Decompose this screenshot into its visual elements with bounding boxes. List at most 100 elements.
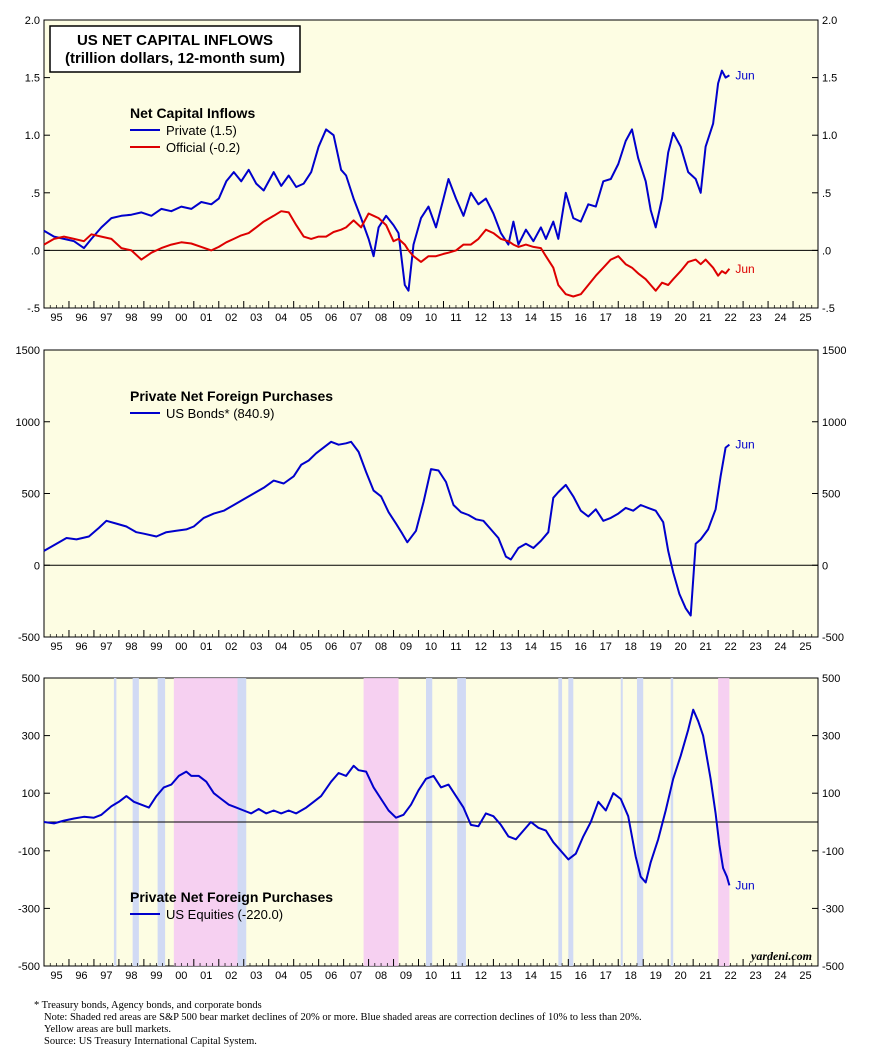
legend-title: Private Net Foreign Purchases [130,889,333,905]
footnote-source: Source: US Treasury International Capita… [44,1036,257,1047]
plot-area [43,349,819,638]
legend-title: Net Capital Inflows [130,105,255,121]
x-tick-label: 10 [425,312,437,324]
y-tick-label-right: 500 [822,673,840,685]
x-tick-label: 99 [150,970,162,982]
x-tick-label: 12 [475,970,487,982]
legend-label-private: Private (1.5) [166,123,237,138]
x-tick-label: 19 [650,970,662,982]
y-tick-label-right: .5 [822,188,831,200]
x-tick-label: 19 [650,312,662,324]
x-tick-label: 08 [375,970,387,982]
x-tick-label: 99 [150,312,162,324]
series-end-label: Jun [735,878,754,892]
x-tick-label: 98 [125,970,137,982]
x-tick-label: 16 [575,312,587,324]
x-tick-label: 25 [799,641,811,653]
x-tick-label: 25 [799,970,811,982]
series-end-label: Jun [735,438,754,452]
x-tick-label: 13 [500,312,512,324]
x-tick-label: 07 [350,641,362,653]
x-tick-label: 18 [625,970,637,982]
x-tick-label: 04 [275,312,287,324]
x-tick-label: 97 [100,312,112,324]
x-tick-label: 08 [375,312,387,324]
series-end-label: Jun [735,68,754,82]
x-tick-label: 00 [175,970,187,982]
x-tick-label: 04 [275,641,287,653]
y-tick-label-left: 500 [22,489,40,501]
x-tick-label: 14 [525,641,537,653]
x-tick-label: 11 [450,641,461,653]
y-tick-label-right: -300 [822,903,844,915]
x-tick-label: 24 [774,312,786,324]
y-tick-label-left: -500 [18,961,40,973]
legend-label-equities: US Equities (-220.0) [166,907,283,922]
title-box [49,25,301,73]
x-tick-label: 96 [75,312,87,324]
y-tick-label-left: 500 [22,673,40,685]
y-tick-label-left: -100 [18,846,40,858]
y-tick-label-left: 100 [22,788,40,800]
x-tick-label: 15 [550,970,562,982]
footnote-shading: Note: Shaded red areas are S&P 500 bear … [44,1012,642,1023]
x-tick-label: 13 [500,641,512,653]
y-tick-label-left: 1.0 [25,130,40,142]
y-tick-label-right: 100 [822,788,840,800]
x-tick-label: 25 [799,312,811,324]
x-tick-label: 20 [675,641,687,653]
y-tick-label-left: 2.0 [25,15,40,27]
footnote-asterisk: * Treasury bonds, Agency bonds, and corp… [34,1000,262,1011]
y-tick-label-right: 2.0 [822,15,837,27]
y-tick-label-right: 1.0 [822,130,837,142]
legend-title: Private Net Foreign Purchases [130,388,333,404]
chart-title: US NET CAPITAL INFLOWS [77,32,273,49]
x-tick-label: 08 [375,641,387,653]
x-tick-label: 01 [200,970,212,982]
y-tick-label-left: .5 [31,188,40,200]
x-tick-label: 19 [650,641,662,653]
x-tick-label: 05 [300,312,312,324]
x-tick-label: 10 [425,641,437,653]
x-tick-label: 17 [600,312,612,324]
x-tick-label: 12 [475,312,487,324]
x-tick-label: 96 [75,970,87,982]
charts-canvas: 2.0 2.0 1.5 1.5 1.0 1.0 .5 .5 .0 .0 -.5 -.5 95 96 97 98… [16,15,847,982]
x-tick-label: 11 [450,970,461,982]
x-tick-label: 18 [625,312,637,324]
series-line [43,708,731,886]
x-tick-label: 96 [75,641,87,653]
x-tick-label: 17 [600,970,612,982]
x-tick-label: 04 [275,970,287,982]
x-tick-label: 23 [749,970,761,982]
x-tick-label: 97 [100,641,112,653]
x-tick-label: 06 [325,641,337,653]
x-tick-label: 24 [774,641,786,653]
x-tick-label: 09 [400,641,412,653]
y-tick-label-right: -500 [822,632,844,644]
x-tick-label: 95 [50,641,62,653]
x-tick-label: 20 [675,970,687,982]
y-tick-label-right: 0 [822,560,828,572]
x-tick-label: 03 [250,312,262,324]
x-tick-label: 01 [200,312,212,324]
y-tick-label-left: 1000 [16,417,40,429]
chart-net-capital-inflows: 2.0 2.0 1.5 1.5 1.0 1.0 .5 .5 .0 .0 -.5 -.5 95 96 97 98… [25,15,838,324]
y-tick-label-left: .0 [31,245,40,257]
series-line [43,210,731,298]
y-tick-label-right: 500 [822,489,840,501]
y-tick-label-right: -.5 [822,303,835,315]
x-tick-label: 21 [700,970,712,982]
x-tick-label: 21 [700,641,712,653]
x-tick-label: 10 [425,970,437,982]
x-tick-label: 02 [225,970,237,982]
x-tick-label: 07 [350,970,362,982]
x-tick-label: 09 [400,970,412,982]
x-tick-label: 13 [500,970,512,982]
y-tick-label-right: -100 [822,846,844,858]
x-tick-label: 06 [325,970,337,982]
x-tick-label: 00 [175,312,187,324]
y-tick-label-left: -500 [18,632,40,644]
x-tick-label: 23 [749,641,761,653]
x-tick-label: 00 [175,641,187,653]
